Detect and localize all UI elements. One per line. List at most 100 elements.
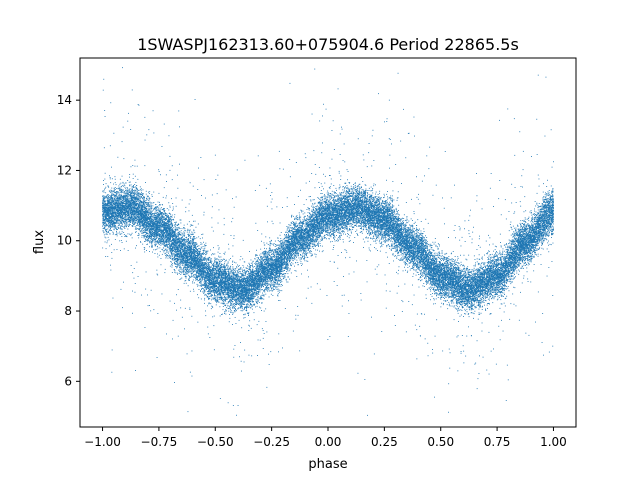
data-point — [108, 199, 109, 200]
data-point — [112, 232, 113, 233]
data-point — [337, 239, 338, 240]
data-point — [195, 221, 196, 222]
data-point — [409, 228, 410, 229]
data-point — [266, 188, 267, 189]
data-point — [231, 305, 232, 306]
data-point — [459, 303, 460, 304]
data-point — [432, 242, 433, 243]
data-point — [417, 197, 418, 198]
data-point — [504, 312, 505, 313]
data-point — [168, 210, 169, 211]
data-point — [338, 196, 339, 197]
data-point — [300, 190, 301, 191]
data-point — [306, 183, 307, 184]
data-point — [530, 248, 531, 249]
data-point — [107, 256, 108, 257]
data-point — [447, 304, 448, 305]
data-point — [466, 275, 467, 276]
data-point — [386, 284, 387, 285]
data-point — [228, 308, 229, 309]
data-point — [269, 252, 270, 253]
data-point — [377, 229, 378, 230]
data-point — [346, 252, 347, 253]
data-point — [299, 216, 300, 217]
data-point — [343, 222, 344, 223]
data-point — [230, 271, 231, 272]
data-point — [249, 305, 250, 306]
data-point — [540, 254, 541, 255]
data-point — [125, 190, 126, 191]
data-point — [546, 186, 547, 187]
data-point — [161, 220, 162, 221]
data-point — [286, 235, 287, 236]
data-point — [164, 250, 165, 251]
data-point — [326, 207, 327, 208]
data-point — [256, 301, 257, 302]
data-point — [192, 351, 193, 352]
data-point — [111, 190, 112, 191]
data-point — [104, 189, 105, 190]
data-point — [500, 242, 501, 243]
data-point — [476, 274, 477, 275]
data-point — [438, 294, 439, 295]
data-point — [418, 194, 419, 195]
data-point — [334, 149, 335, 150]
data-point — [244, 362, 245, 363]
data-point — [386, 246, 387, 247]
data-point — [502, 253, 503, 254]
data-point — [295, 223, 296, 224]
data-point — [510, 224, 511, 225]
data-point — [320, 241, 321, 242]
data-point — [350, 240, 351, 241]
data-point — [224, 303, 225, 304]
data-point — [498, 198, 499, 199]
data-point — [297, 306, 298, 307]
data-point — [355, 185, 356, 186]
data-point — [548, 267, 549, 268]
data-point — [467, 306, 468, 307]
data-point — [396, 257, 397, 258]
data-point — [348, 234, 349, 235]
data-point — [543, 211, 544, 212]
data-point — [510, 303, 511, 304]
data-point — [111, 193, 112, 194]
data-point — [211, 254, 212, 255]
data-point — [180, 268, 181, 269]
data-point — [279, 277, 280, 278]
data-point — [545, 204, 546, 205]
data-point — [295, 224, 296, 225]
data-point — [324, 196, 325, 197]
data-point — [403, 227, 404, 228]
data-point — [411, 226, 412, 227]
data-point — [427, 261, 428, 262]
data-point — [313, 209, 314, 210]
data-point — [489, 374, 490, 375]
data-point — [301, 259, 302, 260]
data-point — [146, 250, 147, 251]
data-point — [492, 302, 493, 303]
data-point — [372, 135, 373, 136]
data-point — [523, 250, 524, 251]
data-point — [211, 258, 212, 259]
data-point — [351, 233, 352, 234]
data-point — [159, 247, 160, 248]
data-point — [421, 231, 422, 232]
data-point — [132, 190, 133, 191]
data-point — [269, 253, 270, 254]
data-point — [525, 210, 526, 211]
data-point — [317, 205, 318, 206]
data-point — [383, 232, 384, 233]
data-point — [333, 249, 334, 250]
data-point — [272, 253, 273, 254]
data-point — [398, 246, 399, 247]
data-point — [530, 212, 531, 213]
data-point — [279, 290, 280, 291]
data-point — [148, 196, 149, 197]
data-point — [384, 194, 385, 195]
data-point — [238, 301, 239, 302]
data-point — [395, 251, 396, 252]
data-point — [202, 257, 203, 258]
data-point — [458, 313, 459, 314]
data-point — [254, 312, 255, 313]
data-point — [385, 205, 386, 206]
